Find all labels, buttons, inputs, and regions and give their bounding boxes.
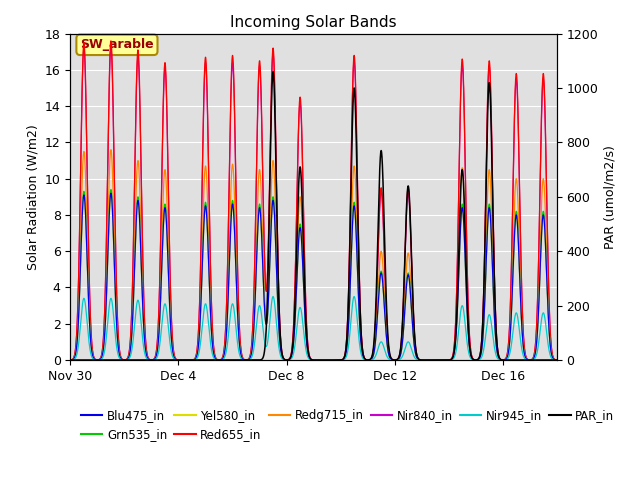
Y-axis label: Solar Radiation (W/m2): Solar Radiation (W/m2) (26, 124, 39, 270)
Y-axis label: PAR (umol/m2/s): PAR (umol/m2/s) (604, 145, 617, 249)
Legend: Blu475_in, Grn535_in, Yel580_in, Red655_in, Redg715_in, Nir840_in, Nir945_in, PA: Blu475_in, Grn535_in, Yel580_in, Red655_… (76, 404, 619, 445)
Text: SW_arable: SW_arable (80, 38, 154, 51)
Title: Incoming Solar Bands: Incoming Solar Bands (230, 15, 397, 30)
